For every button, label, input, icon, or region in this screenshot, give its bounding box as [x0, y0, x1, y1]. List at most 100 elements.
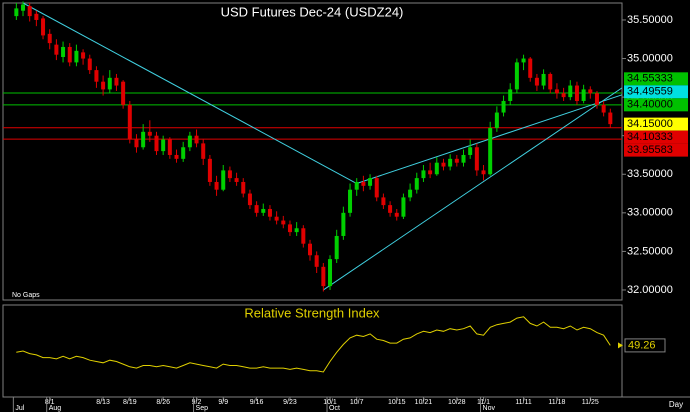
candle-body: [194, 135, 199, 144]
candle-body: [287, 224, 292, 233]
candle-body: [474, 147, 479, 171]
candle-body: [414, 178, 419, 190]
level-label: 34.49559: [627, 86, 673, 98]
x-tick-label: 10/15: [388, 399, 406, 406]
candle-body: [227, 170, 232, 179]
candle-body: [241, 181, 246, 194]
candle-body: [61, 46, 66, 57]
level-label-box: [624, 72, 688, 86]
level-label-box: [624, 85, 688, 99]
candle-body: [127, 104, 132, 140]
y-tick-label: 35.50000: [627, 14, 673, 26]
month-label: Oct: [329, 405, 340, 412]
candle-body: [408, 189, 413, 198]
price-panel: [2, 2, 623, 301]
candle-body: [374, 178, 379, 198]
candle-body: [441, 162, 446, 167]
candle-body: [107, 77, 112, 90]
candle-body: [341, 212, 346, 236]
candle-body: [321, 266, 326, 287]
rsi-marker: [618, 342, 623, 349]
candle-body: [541, 73, 546, 86]
chart-title: USD Futures Dec-24 (USDZ24): [221, 4, 404, 19]
candle-body: [214, 181, 219, 190]
x-tick-label: 10/1: [323, 399, 337, 406]
y-tick-label: 33.50000: [627, 168, 673, 180]
candle-body: [74, 50, 79, 63]
candle-body: [508, 89, 513, 101]
x-tick-label: 11/11: [515, 399, 532, 406]
x-tick-label: 9/16: [250, 399, 264, 406]
x-tick-label: 11/18: [548, 399, 565, 406]
candle-body: [274, 216, 279, 221]
x-tick-label: 9/2: [192, 399, 202, 406]
gap-note: No Gaps: [12, 292, 40, 299]
candle-body: [67, 46, 72, 63]
candle-body: [134, 139, 139, 148]
candle-body: [254, 205, 259, 213]
candle-body: [554, 89, 559, 94]
candle-body: [401, 197, 406, 217]
month-label: Nov: [483, 405, 496, 412]
candle-body: [247, 193, 252, 206]
x-tick-label: 9/9: [218, 399, 228, 406]
x-tick-label: 8/1: [45, 399, 55, 406]
y-tick-label: 35.00000: [627, 52, 673, 64]
candle-body: [534, 77, 539, 86]
candle-body: [574, 85, 579, 101]
candle-body: [41, 18, 46, 36]
level-label-box: [624, 117, 688, 131]
candle-body: [181, 147, 186, 159]
candle-body: [121, 81, 126, 105]
candle-body: [201, 143, 206, 159]
candle-body: [361, 181, 366, 186]
candle-body: [234, 178, 239, 182]
x-tick-label: 11/1: [477, 399, 490, 406]
candle-body: [608, 112, 613, 125]
candle-body: [521, 58, 526, 63]
candle-body: [14, 8, 19, 17]
candle-body: [187, 135, 192, 148]
month-label: Jul: [15, 405, 24, 412]
candle-body: [581, 89, 586, 101]
candle-body: [514, 62, 519, 90]
x-tick-label: 8/13: [96, 399, 110, 406]
candle-body: [81, 52, 86, 59]
candle-body: [101, 81, 106, 90]
candle-body: [368, 178, 373, 186]
level-label: 34.15000: [627, 118, 673, 130]
candle-body: [87, 58, 92, 71]
candle-body: [281, 220, 286, 225]
candle-body: [334, 235, 339, 260]
candle-body: [348, 189, 353, 213]
candle-body: [34, 13, 39, 20]
level-label-box: [624, 143, 688, 157]
candle-body: [114, 77, 119, 86]
candle-body: [154, 135, 159, 152]
candle-body: [588, 89, 593, 94]
candle-body: [161, 139, 166, 152]
y-tick-label: 32.50000: [627, 245, 673, 257]
trendline: [22, 2, 357, 184]
candle-body: [494, 112, 499, 128]
level-label-box: [624, 98, 688, 112]
candle-body: [488, 127, 493, 175]
y-tick-label: 32.00000: [627, 284, 673, 296]
rsi-line: [16, 316, 611, 373]
x-tick-label: 10/28: [448, 399, 466, 406]
candle-body: [501, 100, 506, 113]
candle-body: [468, 147, 473, 155]
candle-body: [454, 158, 459, 163]
candle-body: [21, 4, 26, 11]
candle-body: [27, 6, 32, 17]
candle-body: [461, 154, 466, 163]
candle-body: [568, 85, 573, 98]
candle-body: [301, 228, 306, 244]
month-label: Aug: [49, 405, 62, 412]
x-tick-label: 10/21: [415, 399, 433, 406]
candle-body: [481, 170, 486, 175]
month-label: Sep: [196, 405, 209, 412]
candle-body: [548, 73, 553, 90]
